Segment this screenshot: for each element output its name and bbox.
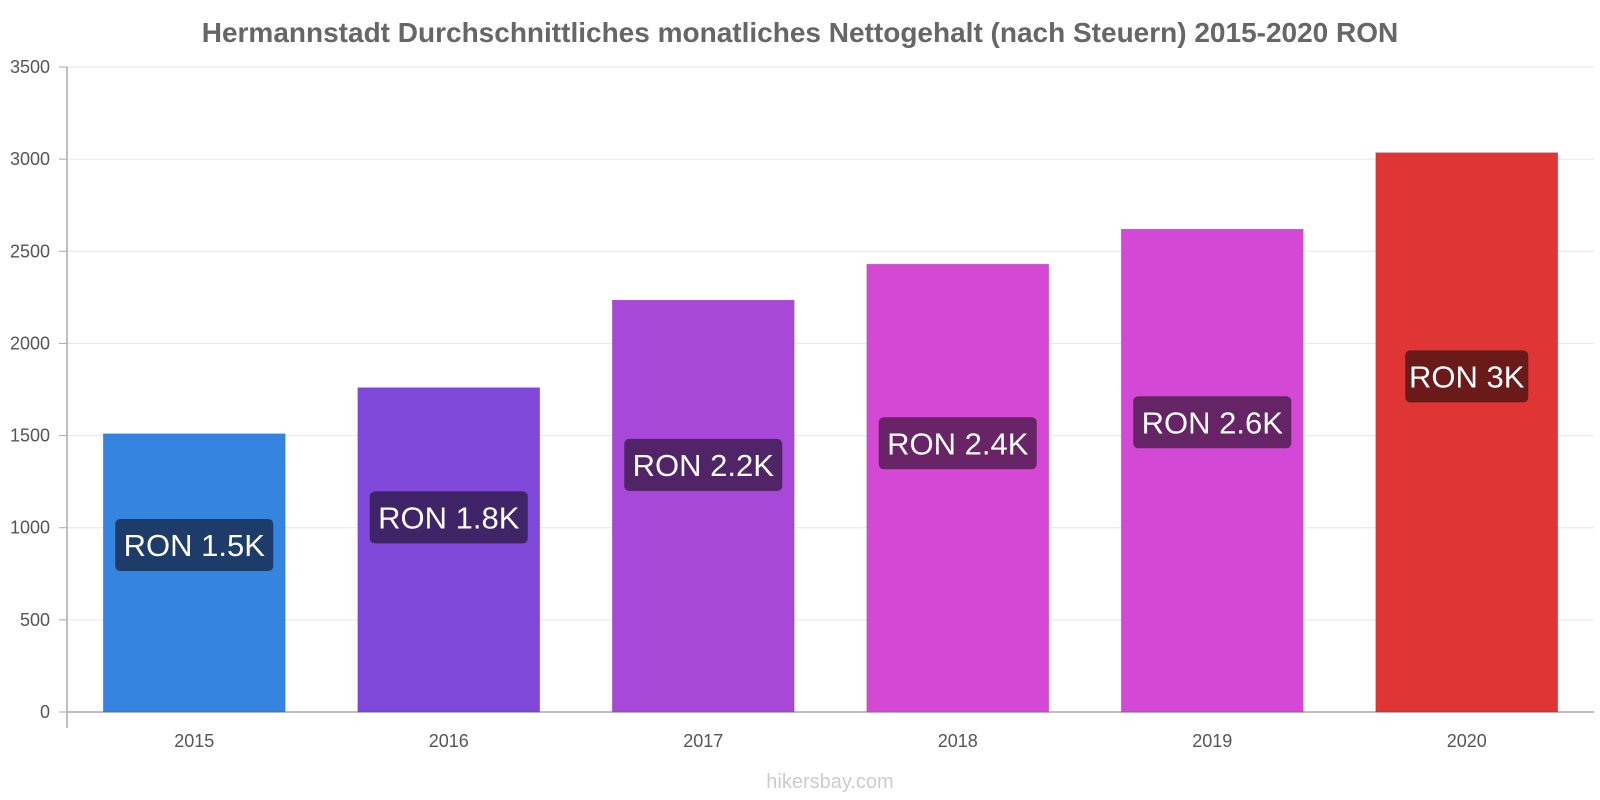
y-tick-label: 2000: [10, 333, 50, 353]
bar-2015: [102, 433, 286, 713]
y-tick-label: 2500: [10, 241, 50, 261]
x-tick-label: 2018: [938, 731, 978, 751]
bar-2017: [611, 299, 795, 713]
data-label-box: [1405, 350, 1529, 403]
y-tick-label: 500: [20, 610, 50, 630]
x-tick-label: 2015: [174, 731, 214, 751]
data-label-box: [878, 417, 1037, 470]
data-label: RON 3K: [1409, 359, 1525, 394]
bar-2020: [1375, 152, 1559, 713]
bar-2018: [866, 263, 1050, 713]
y-tick-label: 0: [40, 702, 50, 722]
data-label: RON 2.4K: [887, 426, 1029, 461]
data-label-box: [1133, 396, 1292, 449]
axes: 0 500 1000 1500 2000 2500 3000 3500 2015 2016 2017…: [10, 57, 1594, 751]
x-tick-label: 2019: [1192, 731, 1232, 751]
data-labels: RON 1.5K RON 1.8K RON 2.2K RON 2.4K RON 2.6K…: [115, 350, 1529, 572]
bar-2019: [1120, 228, 1304, 713]
data-label-box: [369, 491, 528, 544]
data-label: RON 1.5K: [124, 528, 266, 563]
source-watermark: hikersbay.com: [766, 771, 893, 793]
bar-2016: [357, 387, 541, 713]
y-tick-label: 3500: [10, 57, 50, 77]
data-label-box: [624, 438, 783, 491]
y-tick-label: 3000: [10, 149, 50, 169]
x-tick-label: 2016: [429, 731, 469, 751]
data-label: RON 2.2K: [633, 448, 775, 483]
x-tick-label: 2017: [683, 731, 723, 751]
data-label: RON 2.6K: [1142, 405, 1284, 440]
gridlines: [67, 66, 1594, 621]
y-tick-label: 1000: [10, 518, 50, 538]
x-tick-label: 2020: [1447, 731, 1487, 751]
chart-title: Hermannstadt Durchschnittliches monatlic…: [202, 17, 1399, 48]
bars: [102, 152, 1559, 713]
y-tick-label: 1500: [10, 426, 50, 446]
data-label-box: [115, 519, 274, 572]
data-label: RON 1.8K: [378, 500, 520, 535]
